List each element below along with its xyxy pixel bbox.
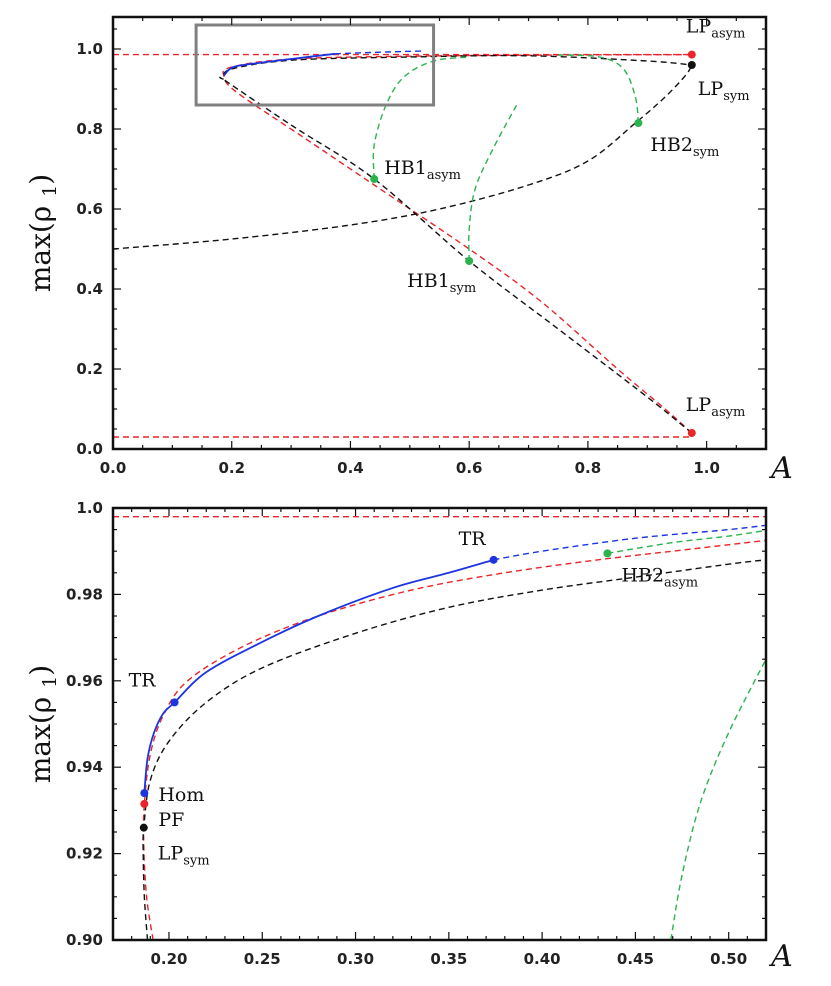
series-HB1-asym-orbit [372,56,470,180]
bifurcation-label: LPsym [158,843,210,869]
x-tick-label: 0.4 [337,459,364,477]
bifurcation-label: HB1asym [384,157,461,183]
bifurcation-label: TR [129,669,157,691]
bifurcation-label: LPasym [686,394,746,420]
bifurcation-point [634,119,643,127]
x-tick-label: 0.2 [218,459,245,477]
series-sym-branch [219,54,693,434]
series-asym-branch [142,539,766,940]
y-tick-label: 0.2 [76,360,103,378]
y-tick-label: 0.90 [66,931,103,949]
bifurcation-label: LPsym [698,78,750,104]
series-sym-branch [142,559,766,940]
x-tick-label: 0.6 [456,459,483,477]
y-tick-label: 0.8 [76,120,103,138]
x-tick-label: 0.45 [617,950,654,968]
y-tick-label: 0.0 [76,440,103,458]
x-tick-label: 0.40 [524,950,561,968]
bifurcation-label: HB2sym [650,134,719,160]
x-tick-label: 0.20 [150,950,187,968]
bifurcation-point [687,429,696,437]
x-tick-label: 0.25 [244,950,281,968]
bifurcation-point [603,549,612,558]
y-tick-label: 0.96 [66,672,103,690]
top-y-axis-label: max(ρ 1) [24,174,61,292]
bottom-curves [113,515,766,940]
bifurcation-label: HB2asym [621,564,698,590]
zoom-inset-box [194,23,436,107]
y-tick-label: 0.4 [76,280,103,298]
top-points: LPasym LPsym HB2sym HB1asym HB1sym LPasym [370,16,750,437]
y-tick-label: 0.98 [66,585,103,603]
series-sym-lower-branch [113,64,693,250]
bifurcation-label: LPasym [686,16,746,42]
bifurcation-point [140,789,149,798]
series-periodic-stable [143,558,494,794]
bifurcation-point [465,257,474,265]
x-tick-label: 0.35 [430,950,467,968]
top-panel: LPasym LPsym HB2sym HB1asym HB1sym LPasym 0.0… [24,16,793,486]
series-HB2-sym-orbit [558,54,640,124]
x-tick-label: 0.30 [337,950,374,968]
bifurcation-label: PF [158,809,184,831]
y-tick-label: 0.6 [76,200,103,218]
x-tick-label: 0.8 [575,459,602,477]
bottom-y-axis-label: max(ρ 1) [24,665,61,783]
y-tick-label: 1.0 [76,40,103,58]
bifurcation-point [140,799,149,808]
series-periodic-stable [223,52,336,77]
y-tick-label: 0.94 [66,758,103,776]
top-frame [111,15,768,451]
top-y-ticks: 0.0 0.2 0.4 0.6 0.8 1.0 [76,28,766,458]
series-periodic-unstable [493,524,766,561]
bottom-x-axis-label: A [768,939,793,974]
bifurcation-point [687,61,696,69]
series-HB1-sym-orbit [468,104,518,262]
top-x-axis-label: A [768,451,793,486]
bifurcation-label: HB1sym [407,270,476,296]
series-periodic-unstable [334,50,422,55]
bifurcation-point [370,175,379,183]
bifurcation-point [170,698,179,707]
bifurcation-label: Hom [158,784,204,806]
bottom-x-ticks: 0.20 0.25 0.30 0.35 0.40 0.45 0.50 [112,508,767,968]
bottom-points: TR HB2asym TR Hom PF LPsym [129,528,699,869]
x-tick-label: 1.0 [693,459,720,477]
top-curves [113,23,693,438]
series-asym-branch [222,53,693,434]
y-tick-label: 1.0 [76,499,103,517]
bifurcation-point [139,823,148,832]
bifurcation-label: TR [459,528,487,550]
series-HB2-asym-orbit [607,529,766,555]
bifurcation-point [489,555,498,564]
bottom-y-ticks: 0.90 0.92 0.94 0.96 0.98 1.0 [66,499,766,949]
x-tick-label: 0.0 [100,459,127,477]
y-tick-label: 0.92 [66,845,103,863]
top-x-ticks: 0.0 0.2 0.4 0.6 0.8 1.0 [100,17,767,477]
x-tick-label: 0.50 [710,950,747,968]
series-HB-orbit-right [670,658,766,940]
bifurcation-point [687,50,696,59]
